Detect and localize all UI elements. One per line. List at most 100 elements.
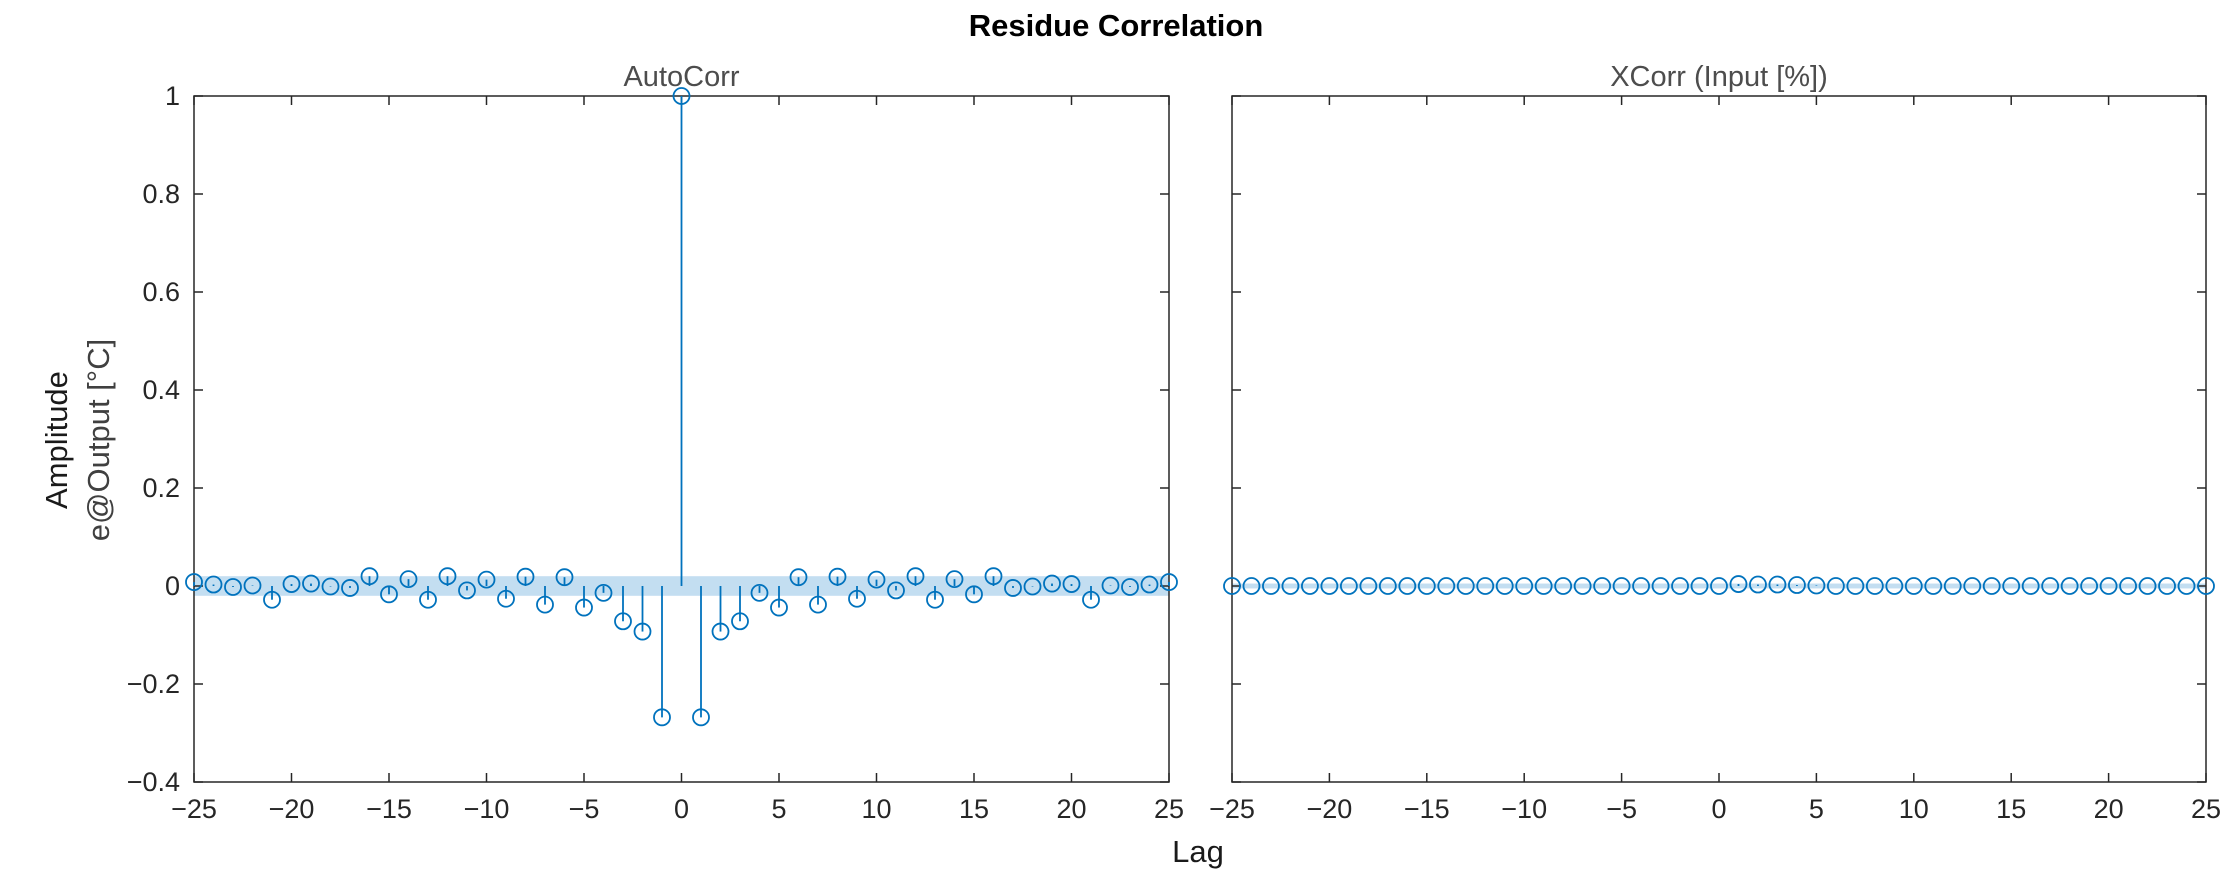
stem-marker bbox=[1573, 577, 1592, 595]
stem-marker bbox=[341, 579, 359, 597]
x-axis-label: Lag bbox=[1172, 834, 1224, 869]
x-tick-label: −5 bbox=[1606, 794, 1637, 824]
stem-marker bbox=[1398, 577, 1417, 595]
stem-marker bbox=[1729, 575, 1748, 593]
stem-marker bbox=[789, 568, 808, 587]
stem-marker bbox=[965, 585, 983, 604]
stem-marker bbox=[1378, 577, 1397, 595]
stem-marker bbox=[1359, 577, 1378, 595]
confidence-band bbox=[1232, 583, 2206, 589]
stem-marker bbox=[1593, 577, 1612, 595]
stem-marker bbox=[848, 589, 866, 608]
stem-marker bbox=[2119, 577, 2137, 595]
stem-marker bbox=[185, 573, 203, 591]
stem-marker bbox=[458, 581, 476, 600]
stem-marker bbox=[770, 598, 788, 617]
x-tick-label: −25 bbox=[1209, 794, 1255, 824]
stem-marker bbox=[399, 570, 418, 589]
stem-marker bbox=[1788, 576, 1806, 594]
stem-marker bbox=[477, 570, 496, 589]
figure-title: Residue Correlation bbox=[968, 8, 1264, 43]
stem-marker bbox=[984, 567, 1003, 586]
stem-marker bbox=[1826, 577, 1845, 595]
stem-marker bbox=[2002, 577, 2021, 595]
stem-marker bbox=[1437, 577, 1456, 595]
stem-marker bbox=[380, 585, 398, 604]
x-tick-label: −20 bbox=[1306, 794, 1352, 824]
stem-marker bbox=[1943, 577, 1962, 595]
x-tick-label: −10 bbox=[464, 794, 510, 824]
y-tick-label: 0.4 bbox=[142, 375, 180, 405]
stem-marker bbox=[360, 567, 379, 586]
stem-marker bbox=[1963, 577, 1982, 595]
stem-marker bbox=[575, 598, 593, 617]
y-tick-label: −0.2 bbox=[127, 669, 180, 699]
x-tick-label: 20 bbox=[2094, 794, 2124, 824]
stem-marker bbox=[1339, 577, 1358, 595]
stem-marker bbox=[2138, 577, 2157, 595]
stem-marker bbox=[1262, 577, 1280, 595]
x-tick-label: 25 bbox=[1154, 794, 1184, 824]
stem-marker bbox=[633, 622, 652, 641]
y-axis-label: Amplitude e@Output [°C] bbox=[36, 339, 120, 541]
stem-marker bbox=[1101, 576, 1120, 595]
x-tick-label: 15 bbox=[959, 794, 989, 824]
stem-marker bbox=[1160, 573, 1178, 591]
x-tick-label: 5 bbox=[1809, 794, 1824, 824]
stem-marker bbox=[2041, 577, 2060, 595]
stem-marker bbox=[867, 570, 886, 589]
y-axis-label-line-2: e@Output [°C] bbox=[81, 338, 116, 542]
stem-marker bbox=[282, 575, 301, 593]
stem-marker bbox=[1417, 577, 1436, 595]
stem-marker bbox=[1671, 577, 1689, 595]
stem-marker bbox=[809, 595, 827, 614]
y-tick-label: 0 bbox=[165, 571, 180, 601]
stem-marker bbox=[1534, 577, 1553, 595]
stem-marker bbox=[672, 87, 691, 105]
axes-title: XCorr (Input [%]) bbox=[1610, 61, 1828, 93]
stem-marker bbox=[2177, 577, 2196, 595]
y-tick-label: 0.2 bbox=[142, 473, 180, 503]
stem-marker bbox=[1082, 590, 1100, 609]
stem-marker bbox=[906, 567, 925, 586]
stem-marker bbox=[750, 583, 769, 602]
stem-marker bbox=[594, 583, 613, 602]
x-tick-label: 20 bbox=[1056, 794, 1086, 824]
stem-marker bbox=[1004, 579, 1022, 597]
x-tick-label: −15 bbox=[366, 794, 412, 824]
stem-marker bbox=[887, 581, 905, 600]
stem-marker bbox=[1904, 577, 1923, 595]
stem-marker bbox=[536, 595, 554, 614]
stem-marker bbox=[2099, 577, 2118, 595]
stem-marker bbox=[555, 568, 574, 587]
axes-panel-2: −25 −20 −15 −10 −5 0 5 10 15 20 25 XCorr (Input [%]… bbox=[1209, 61, 2221, 824]
y-tick-label: −0.4 bbox=[127, 767, 180, 797]
y-tick-label: 0.8 bbox=[142, 179, 180, 209]
stem-marker bbox=[1242, 577, 1261, 595]
stem-marker bbox=[1456, 577, 1475, 595]
x-tick-label: 0 bbox=[1711, 794, 1726, 824]
stem-marker bbox=[1612, 577, 1631, 595]
stem-marker bbox=[711, 622, 730, 641]
stem-marker bbox=[302, 574, 320, 593]
stem-marker bbox=[516, 567, 535, 586]
stem-marker bbox=[1023, 577, 1042, 596]
stem-marker bbox=[1495, 577, 1514, 595]
stem-marker bbox=[438, 567, 457, 586]
x-tick-label: −10 bbox=[1501, 794, 1547, 824]
stem-marker bbox=[2080, 577, 2099, 595]
stem-marker bbox=[1121, 578, 1139, 596]
stem-marker bbox=[1846, 577, 1865, 595]
stem-marker bbox=[321, 577, 340, 596]
stem-marker bbox=[1768, 575, 1787, 594]
stem-marker bbox=[1062, 575, 1081, 593]
x-tick-label: −15 bbox=[1404, 794, 1450, 824]
stem-marker bbox=[1515, 577, 1534, 595]
x-tick-label: 0 bbox=[674, 794, 689, 824]
stem-marker bbox=[1320, 577, 1339, 595]
stem-marker bbox=[1690, 577, 1709, 595]
x-tick-label: 5 bbox=[771, 794, 786, 824]
y-axis-label-line-1: Amplitude bbox=[39, 371, 74, 509]
